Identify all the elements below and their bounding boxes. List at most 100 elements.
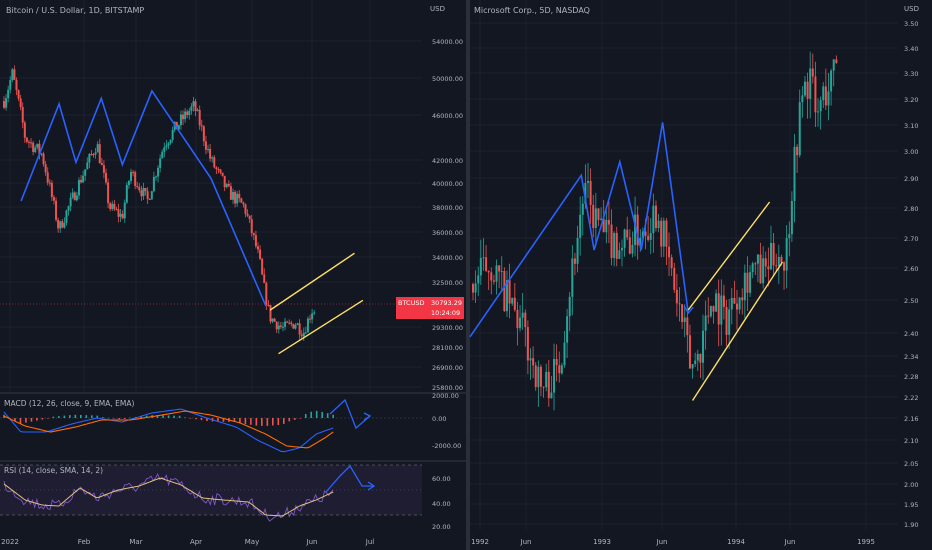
btc-candle-body <box>142 188 145 197</box>
btc-rsi-pane[interactable]: 60.00 40.00 20.00 <box>0 462 466 531</box>
msft-candle-body <box>767 266 770 270</box>
msft-time-axis[interactable]: 1992 Jun 1993 Jun 1994 Jun 1995 <box>471 538 875 546</box>
msft-candle-body <box>605 219 608 233</box>
msft-candle-body <box>618 250 621 259</box>
btc-candle-body <box>188 110 191 116</box>
msft-candle-body <box>560 365 563 374</box>
msft-x-tick: Jun <box>784 538 796 546</box>
msft-candle-body <box>550 392 553 399</box>
btc-y-tick: 38000.00 <box>432 204 463 212</box>
btc-candle-body <box>213 157 216 168</box>
msft-price-axis[interactable]: 3.50 3.40 3.30 3.20 3.10 3.00 2.90 2.80 2.70 2.60… <box>904 20 918 529</box>
msft-title: Microsoft Corp., 5D, NASDAQ <box>474 6 590 15</box>
btc-macd-hist <box>14 418 16 422</box>
pane-divider[interactable] <box>466 0 470 550</box>
btc-candle-body <box>196 109 199 112</box>
btc-price-tag-countdown: 10:24:09 <box>431 309 460 317</box>
btc-macd-hist <box>299 418 302 419</box>
msft-candle-body <box>571 258 574 297</box>
msft-channel-line <box>687 201 771 311</box>
msft-y-tick: 2.16 <box>904 415 918 423</box>
btc-y-tick: 54000.00 <box>432 38 463 46</box>
btc-candle-body <box>36 143 39 148</box>
msft-candle-body <box>694 360 697 365</box>
msft-candle-body <box>665 220 668 247</box>
btc-candle-body <box>215 167 218 169</box>
btc-macd-hist <box>58 416 60 418</box>
btc-macd-hist <box>315 410 318 418</box>
msft-candle-body <box>817 111 820 113</box>
msft-candle-body <box>602 218 605 233</box>
btc-candle-body <box>242 202 245 205</box>
msft-candle-body <box>529 358 532 361</box>
msft-candle-body <box>634 214 637 245</box>
btc-candle-body <box>175 121 178 130</box>
btc-rsi-arrow <box>367 481 376 491</box>
msft-y-tick: 3.00 <box>904 148 918 156</box>
btc-macd-hist <box>90 415 93 418</box>
msft-candle-body <box>790 200 793 235</box>
btc-macd-pane[interactable]: 2000.00 0.00 -2000.00 <box>0 392 466 460</box>
btc-candle-body <box>90 154 93 156</box>
btc-macd-hist <box>140 416 142 418</box>
msft-y-tick: 2.50 <box>904 297 918 305</box>
btc-rsi-projection <box>325 464 374 493</box>
btc-candle-body <box>40 153 43 155</box>
btc-chart-pane[interactable]: Bitcoin / U.S. Dollar, 1D, BITSTAMP USD … <box>0 0 466 546</box>
btc-candle-body <box>240 198 243 203</box>
btc-candle-body <box>306 318 309 333</box>
msft-candle-body <box>477 275 480 284</box>
btc-y-tick: 32500.00 <box>432 279 463 287</box>
btc-x-tick: 2022 <box>1 538 19 546</box>
msft-candle-body <box>641 231 644 239</box>
btc-candle-body <box>171 129 174 140</box>
msft-candle-body <box>743 272 746 301</box>
msft-candle-body <box>720 295 723 325</box>
btc-time-axis[interactable]: 2022 Feb Mar Apr May Jun Jul <box>1 538 374 546</box>
msft-candle-body <box>547 371 550 399</box>
btc-candle-body <box>275 321 278 330</box>
msft-candle-body <box>537 366 540 388</box>
btc-macd-hist <box>184 417 186 419</box>
msft-x-tick: 1993 <box>593 538 611 546</box>
btc-signal-line <box>3 410 334 449</box>
btc-candle-body <box>229 186 232 200</box>
msft-candle-body <box>780 256 783 263</box>
btc-macd-hist <box>107 417 110 419</box>
btc-candle-body <box>17 90 20 99</box>
msft-drawings[interactable] <box>469 122 784 401</box>
msft-candle-body <box>660 220 663 247</box>
btc-macd-hist <box>167 415 170 418</box>
msft-chart-pane[interactable]: Microsoft Corp., 5D, NASDAQ USD 3.50 3.40… <box>469 0 919 546</box>
btc-y-tick: 46000.00 <box>432 112 463 120</box>
btc-candle-body <box>211 157 214 159</box>
msft-candle-body <box>822 86 825 101</box>
msft-candle-body <box>647 235 650 240</box>
msft-candle-body <box>644 231 647 236</box>
msft-x-tick: 1992 <box>471 538 489 546</box>
btc-candle-body <box>163 147 166 152</box>
btc-drawings[interactable] <box>20 89 364 355</box>
btc-candle-body <box>7 89 10 99</box>
btc-macd-hist <box>145 415 148 418</box>
msft-candle-body <box>735 303 738 310</box>
btc-candle-body <box>32 142 35 152</box>
btc-macd-hist <box>74 414 77 418</box>
btc-candle-body <box>132 171 135 173</box>
btc-macd-arrow <box>363 412 372 421</box>
btc-candle-body <box>15 79 18 91</box>
msft-candle-body <box>581 203 584 215</box>
msft-candle-body <box>516 309 519 329</box>
msft-candle-body <box>472 284 474 293</box>
btc-candle-body <box>100 163 103 166</box>
btc-candle-body <box>202 126 205 142</box>
btc-candle-body <box>194 101 197 112</box>
msft-candle-body <box>756 254 759 264</box>
btc-macd-hist <box>129 417 131 419</box>
btc-candle-body <box>286 321 289 323</box>
btc-price-axis[interactable]: 54000.00 50000.00 46000.00 42000.00 40000.00… <box>432 38 463 392</box>
msft-candle-body <box>492 280 495 282</box>
msft-candle-body <box>524 312 527 328</box>
msft-candle-body <box>511 297 514 304</box>
btc-rsi-bg <box>0 462 466 530</box>
